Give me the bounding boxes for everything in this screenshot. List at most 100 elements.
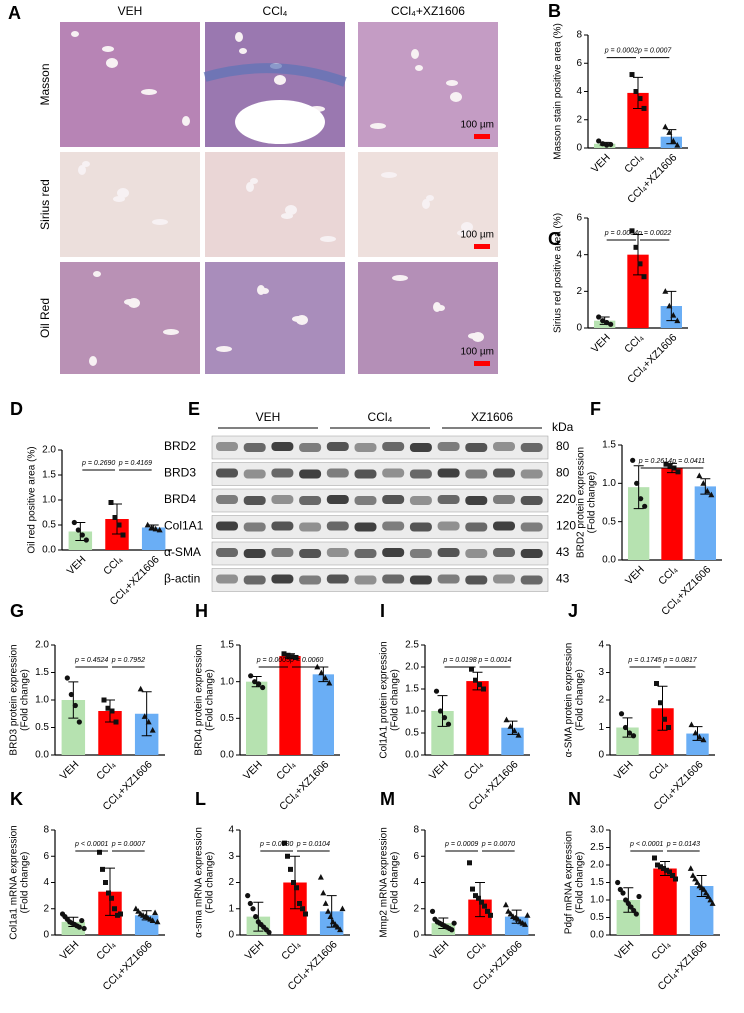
data-point bbox=[137, 685, 144, 692]
band bbox=[382, 548, 405, 557]
y-tick-label: 4 bbox=[598, 640, 604, 651]
panel-label: L bbox=[195, 789, 206, 809]
data-point bbox=[106, 890, 111, 896]
p-value: p = 0.0411 bbox=[671, 458, 705, 465]
bar-chart: G BRD3 protein expression (Fold change) 0.0… bbox=[9, 601, 165, 813]
data-point bbox=[482, 903, 487, 909]
bar bbox=[279, 656, 301, 755]
band bbox=[299, 469, 322, 479]
vessel bbox=[246, 182, 254, 192]
y-tick-label: 0.5 bbox=[602, 516, 616, 527]
data-point bbox=[154, 918, 161, 925]
data-point bbox=[289, 654, 295, 660]
data-point bbox=[641, 274, 647, 280]
p-value: p = 0.0198 bbox=[442, 657, 476, 664]
bar-chart: H BRD4 protein expression (Fold change) 0.0… bbox=[194, 601, 340, 813]
bar bbox=[651, 708, 674, 755]
band bbox=[354, 443, 377, 452]
data-point bbox=[320, 889, 327, 896]
data-point bbox=[600, 318, 606, 324]
vessel bbox=[152, 219, 168, 225]
x-tick-label: CCl₄ bbox=[94, 759, 118, 783]
column-header: VEH bbox=[118, 4, 143, 18]
y-axis-label: (Fold change) bbox=[205, 669, 216, 731]
vessel bbox=[285, 205, 297, 215]
protein-label: BRD3 bbox=[164, 466, 196, 480]
data-point bbox=[708, 491, 715, 498]
band bbox=[243, 469, 266, 479]
band bbox=[437, 548, 460, 557]
data-point bbox=[103, 880, 108, 885]
data-point bbox=[469, 666, 474, 672]
vessel bbox=[370, 123, 386, 129]
data-point bbox=[100, 866, 105, 872]
vessel bbox=[113, 196, 125, 202]
data-point bbox=[149, 917, 156, 923]
p-value: p < 0.0001 bbox=[74, 841, 108, 848]
y-axis-label: Mmp2 mRNA expression bbox=[379, 827, 390, 938]
y-tick-label: 1.5 bbox=[590, 877, 604, 888]
kda-label: 80 bbox=[556, 466, 570, 480]
band bbox=[216, 468, 238, 478]
data-point bbox=[322, 900, 329, 906]
panel-label: B bbox=[548, 1, 561, 21]
band bbox=[382, 521, 405, 531]
band bbox=[326, 574, 349, 584]
data-point bbox=[293, 654, 299, 660]
data-point bbox=[252, 679, 258, 685]
band bbox=[437, 442, 460, 451]
y-axis-label: Col1a1 mRNA expression bbox=[9, 825, 20, 940]
p-value: p = 0.0070 bbox=[481, 841, 515, 848]
bar-chart: K Col1a1 mRNA expression (Fold change) 0 2 4 6… bbox=[9, 789, 165, 993]
data-point bbox=[604, 319, 610, 326]
data-point bbox=[503, 716, 510, 723]
y-tick-label: 2.0 bbox=[35, 640, 49, 651]
y-axis-label: α-sma mRNA expression bbox=[194, 827, 205, 938]
p-value: p = 0.0005 bbox=[256, 657, 290, 664]
y-axis-label: (Fold change) bbox=[205, 852, 216, 914]
y-axis-label: (Fold change) bbox=[390, 852, 401, 914]
data-point bbox=[112, 515, 118, 520]
data-point bbox=[476, 895, 481, 901]
y-tick-label: 2.0 bbox=[590, 860, 604, 871]
y-tick-label: 2 bbox=[576, 114, 582, 125]
data-point bbox=[68, 691, 74, 698]
data-point bbox=[626, 730, 633, 736]
y-tick-label: 6 bbox=[576, 58, 582, 69]
vessel bbox=[450, 92, 462, 102]
data-point bbox=[633, 89, 639, 94]
blot-strip bbox=[211, 462, 549, 486]
data-point bbox=[250, 906, 256, 912]
band bbox=[271, 548, 294, 557]
p-value: p = 0.0022 bbox=[637, 230, 671, 237]
band bbox=[271, 468, 294, 478]
data-point bbox=[662, 123, 669, 130]
p-value: p = 0.0004 bbox=[604, 230, 638, 237]
bar bbox=[466, 681, 489, 755]
data-point bbox=[317, 874, 324, 880]
data-point bbox=[637, 261, 643, 267]
band bbox=[520, 549, 543, 558]
x-tick-label: VEH bbox=[58, 939, 82, 963]
data-point bbox=[83, 537, 89, 543]
row-label: Masson bbox=[38, 63, 52, 105]
data-point bbox=[253, 914, 259, 920]
vessel bbox=[392, 275, 408, 281]
blot-strip bbox=[211, 515, 549, 539]
x-tick-label: VEH bbox=[427, 759, 451, 783]
band bbox=[299, 443, 322, 452]
bar-chart: Jα-SMA protein expression (Fold change) 0 1… bbox=[564, 601, 715, 813]
y-tick-label: 2 bbox=[228, 877, 234, 888]
data-point bbox=[696, 472, 703, 479]
band bbox=[326, 495, 349, 504]
vessel bbox=[411, 49, 419, 59]
p-value: p = 0.0143 bbox=[666, 841, 700, 848]
data-point bbox=[654, 681, 659, 686]
y-tick-label: 0.0 bbox=[42, 545, 56, 556]
data-point bbox=[108, 500, 114, 505]
data-point bbox=[481, 686, 486, 692]
data-point bbox=[641, 105, 647, 111]
scale-bar bbox=[474, 361, 490, 366]
p-value: p = 0.2614 bbox=[638, 458, 672, 465]
data-point bbox=[667, 463, 673, 469]
